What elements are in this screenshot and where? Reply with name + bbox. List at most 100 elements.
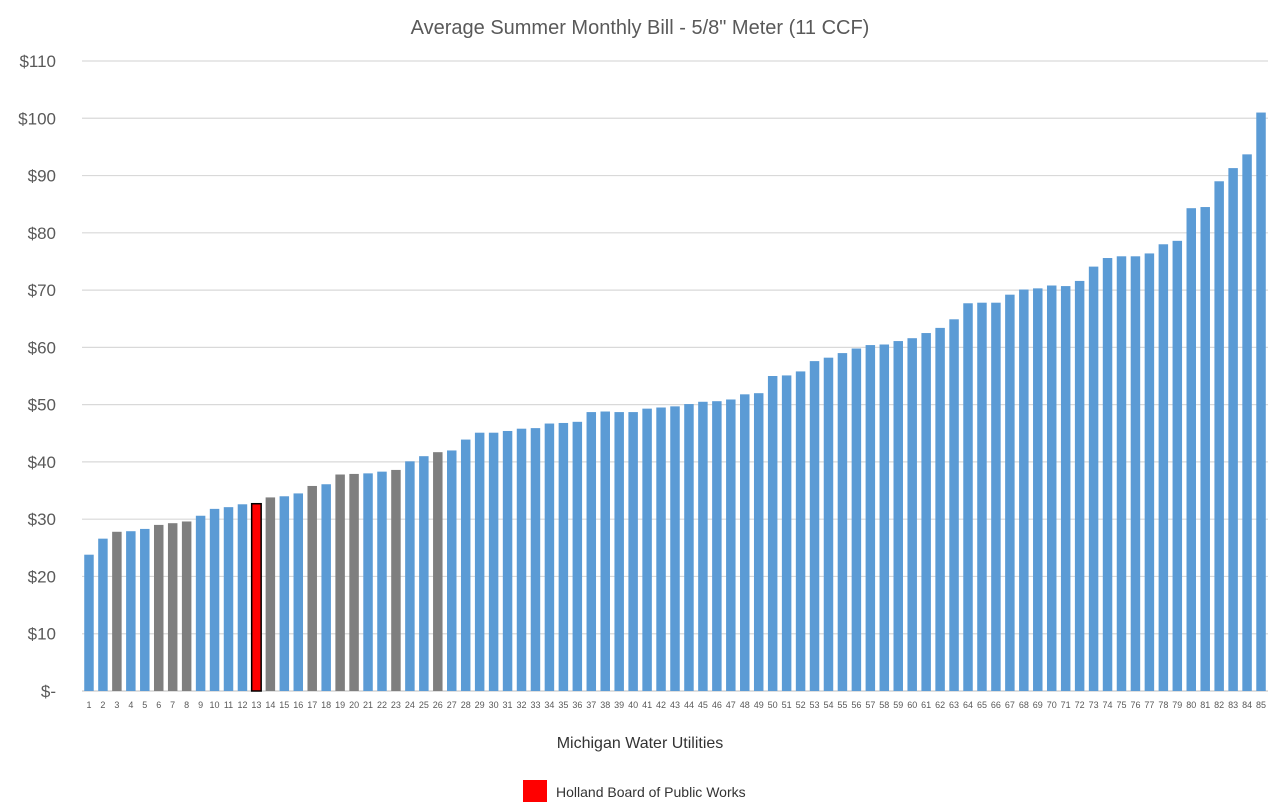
bar-60	[907, 338, 917, 691]
x-axis-ticks: 1 2 3 4 5 6 7 8 9 10 11 12 13 14 15 16 17 18 19 20 21 22 23 24 2…	[86, 700, 1266, 710]
x-tick-label: 39	[614, 700, 624, 710]
y-tick-label: $40	[28, 453, 56, 472]
bars	[84, 112, 1266, 692]
x-tick-label: 14	[265, 700, 275, 710]
bar-52	[795, 371, 806, 691]
bar-32	[516, 428, 527, 691]
x-tick-label: 66	[991, 700, 1001, 710]
x-tick-label: 63	[949, 700, 959, 710]
bar-34	[544, 423, 555, 691]
bar-14	[265, 497, 276, 691]
y-tick-label: $90	[28, 167, 56, 186]
bar-19	[335, 474, 345, 691]
bar-5	[140, 528, 150, 691]
x-tick-label: 50	[768, 700, 778, 710]
bar-3	[112, 531, 122, 691]
x-tick-label: 55	[837, 700, 847, 710]
x-tick-label: 3	[114, 700, 119, 710]
x-tick-label: 79	[1172, 700, 1182, 710]
bar-15	[279, 496, 290, 691]
y-tick-label: $30	[28, 510, 56, 529]
bar-8	[181, 521, 192, 691]
x-tick-label: 16	[293, 700, 303, 710]
bar-49	[753, 393, 764, 691]
bar-57	[865, 345, 876, 691]
bar-66	[991, 302, 1001, 691]
x-tick-label: 2	[100, 700, 105, 710]
x-tick-label: 54	[823, 700, 833, 710]
x-tick-label: 72	[1075, 700, 1085, 710]
x-tick-label: 49	[754, 700, 764, 710]
x-tick-label: 53	[810, 700, 820, 710]
bar-73	[1088, 266, 1099, 691]
x-tick-label: 21	[363, 700, 373, 710]
x-tick-label: 29	[475, 700, 485, 710]
x-tick-label: 41	[642, 700, 652, 710]
bar-76	[1130, 256, 1141, 691]
x-tick-label: 59	[893, 700, 903, 710]
x-tick-label: 62	[935, 700, 945, 710]
x-tick-label: 7	[170, 700, 175, 710]
x-tick-label: 56	[851, 700, 861, 710]
bar-64	[963, 303, 973, 691]
x-tick-label: 73	[1089, 700, 1099, 710]
bar-33	[530, 428, 541, 691]
bar-10	[209, 508, 220, 691]
x-tick-label: 43	[670, 700, 680, 710]
x-tick-label: 12	[237, 700, 247, 710]
bar-38	[600, 411, 610, 691]
x-tick-label: 77	[1144, 700, 1154, 710]
y-tick-label: $80	[28, 224, 56, 243]
bar-61	[921, 333, 931, 691]
bar-36	[572, 421, 583, 691]
x-tick-label: 82	[1214, 700, 1224, 710]
x-tick-label: 8	[184, 700, 189, 710]
y-tick-label: $-	[41, 682, 56, 701]
legend: Holland Board of Public Works	[523, 780, 746, 802]
bar-20	[349, 473, 359, 691]
x-tick-label: 31	[503, 700, 513, 710]
y-tick-label: $110	[19, 52, 56, 71]
bar-30	[488, 432, 499, 691]
y-tick-label: $50	[28, 396, 56, 415]
x-tick-label: 18	[321, 700, 331, 710]
x-tick-label: 27	[447, 700, 457, 710]
x-tick-label: 10	[210, 700, 220, 710]
bar-37	[586, 412, 597, 691]
y-tick-label: $20	[28, 567, 56, 586]
bar-51	[781, 375, 792, 691]
bar-85	[1256, 112, 1266, 691]
y-tick-label: $100	[18, 109, 56, 128]
x-tick-label: 44	[684, 700, 694, 710]
bar-81	[1200, 207, 1210, 691]
x-tick-label: 15	[279, 700, 289, 710]
x-tick-label: 75	[1116, 700, 1126, 710]
bar-23	[391, 469, 401, 691]
x-tick-label: 42	[656, 700, 666, 710]
y-axis-ticks: $- $10 $20 $30 $40 $50 $60 $70 $80 $90 $100 $110	[18, 52, 56, 701]
bar-35	[558, 422, 569, 691]
x-tick-label: 78	[1158, 700, 1168, 710]
y-tick-label: $60	[28, 338, 56, 357]
x-tick-label: 1	[86, 700, 91, 710]
bar-21	[363, 473, 373, 691]
x-tick-label: 6	[156, 700, 161, 710]
bar-58	[879, 344, 890, 691]
bar-12	[237, 504, 248, 691]
bar-68	[1019, 289, 1029, 691]
x-axis-label: Michigan Water Utilities	[557, 735, 724, 752]
bar-24	[405, 461, 415, 691]
bar-16	[293, 493, 304, 691]
x-tick-label: 84	[1242, 700, 1252, 710]
bar-2	[98, 538, 108, 691]
x-tick-label: 5	[142, 700, 147, 710]
bar-47	[726, 399, 736, 691]
x-tick-label: 26	[433, 700, 443, 710]
bar-39	[614, 412, 624, 691]
bar-42	[656, 407, 666, 691]
x-tick-label: 38	[600, 700, 610, 710]
x-tick-label: 85	[1256, 700, 1266, 710]
bar-28	[460, 439, 471, 691]
x-tick-label: 28	[461, 700, 471, 710]
